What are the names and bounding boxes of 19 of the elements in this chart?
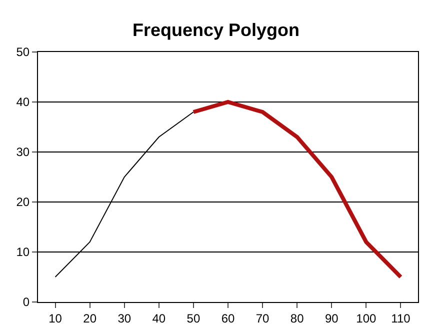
x-tick-label: 10	[48, 311, 62, 326]
x-tick-label: 70	[256, 311, 270, 326]
x-tick-label: 20	[83, 311, 97, 326]
x-tick-label: 80	[290, 311, 304, 326]
x-tick-label: 40	[152, 311, 166, 326]
x-tick-label: 110	[391, 311, 411, 326]
chart-title: Frequency Polygon	[132, 20, 300, 40]
x-tick-label: 50	[186, 311, 200, 326]
y-tick-label: 50	[16, 45, 30, 60]
x-tick-label: 90	[324, 311, 339, 326]
y-tick-label: 30	[16, 145, 30, 160]
y-tick-label: 0	[22, 295, 30, 310]
y-tick-label: 10	[16, 245, 30, 260]
x-tick-label: 60	[221, 311, 235, 326]
x-tick-label: 30	[118, 311, 132, 326]
x-tick-label: 100	[356, 311, 377, 326]
line-series	[191, 100, 403, 279]
y-tick-label: 40	[16, 95, 30, 110]
y-tick-label: 20	[16, 195, 30, 210]
